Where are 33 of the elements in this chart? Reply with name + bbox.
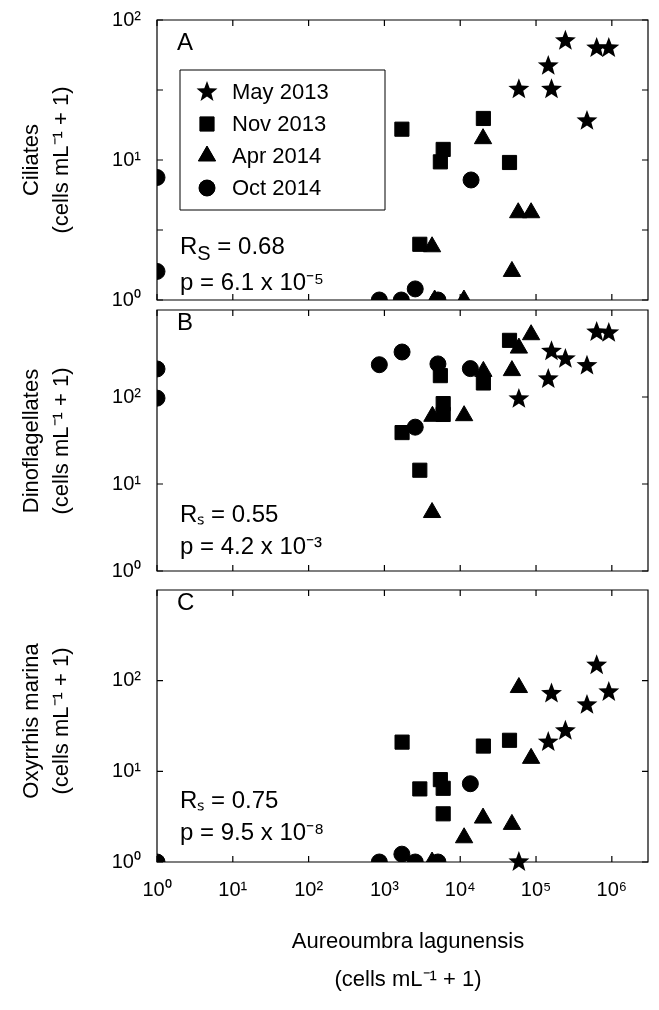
legend-label: Nov 2013 xyxy=(232,111,327,137)
x-tick-label: 10² xyxy=(294,877,324,900)
x-tick-label: 10⁰ xyxy=(142,877,172,900)
annotation: p = 6.1 x 10⁻⁵ xyxy=(180,267,325,297)
legend-label: May 2013 xyxy=(232,79,329,105)
x-tick-label: 10¹ xyxy=(218,877,248,900)
annotation: p = 4.2 x 10⁻³ xyxy=(180,531,323,561)
annotation: Rₛ = 0.55 xyxy=(180,499,279,529)
annotation: C xyxy=(177,588,195,616)
x-tick-label: 10³ xyxy=(369,877,400,900)
legend-label: Apr 2014 xyxy=(232,143,322,169)
x-axis-title: Aureoumbra lagunensis (cells mL⁻¹ + 1) xyxy=(290,927,526,993)
annotation: p = 9.5 x 10⁻⁸ xyxy=(180,817,325,847)
y-tick-label: 10⁰ xyxy=(111,849,141,872)
annotation: R$_{S}$ = 0.68 xyxy=(180,232,285,265)
legend-label: Oct 2014 xyxy=(232,175,322,201)
y-tick-label: 10² xyxy=(112,7,142,30)
x-tick-label: 10⁵ xyxy=(520,877,552,900)
y-tick-label: 10¹ xyxy=(112,471,142,494)
y-tick-label: 10¹ xyxy=(112,758,142,781)
y-tick-label: 10¹ xyxy=(112,147,142,170)
y-axis-title: Ciliates (cells mL⁻¹ + 1) xyxy=(17,86,74,234)
y-tick-label: 10² xyxy=(112,384,142,407)
annotation: B xyxy=(177,308,194,336)
x-tick-label: 10⁶ xyxy=(596,877,628,900)
x-tick-label: 10⁴ xyxy=(444,877,476,900)
annotation: A xyxy=(177,28,194,56)
annotation: Rₛ = 0.75 xyxy=(180,785,279,815)
y-tick-label: 10² xyxy=(112,668,142,691)
y-axis-title: Dinoflagellates (cells mL⁻¹ + 1) xyxy=(17,367,74,514)
y-tick-label: 10⁰ xyxy=(111,287,141,310)
y-axis-title: Oxyrrhis marina (cells mL⁻¹ + 1) xyxy=(17,643,74,799)
y-tick-label: 10⁰ xyxy=(111,558,141,581)
